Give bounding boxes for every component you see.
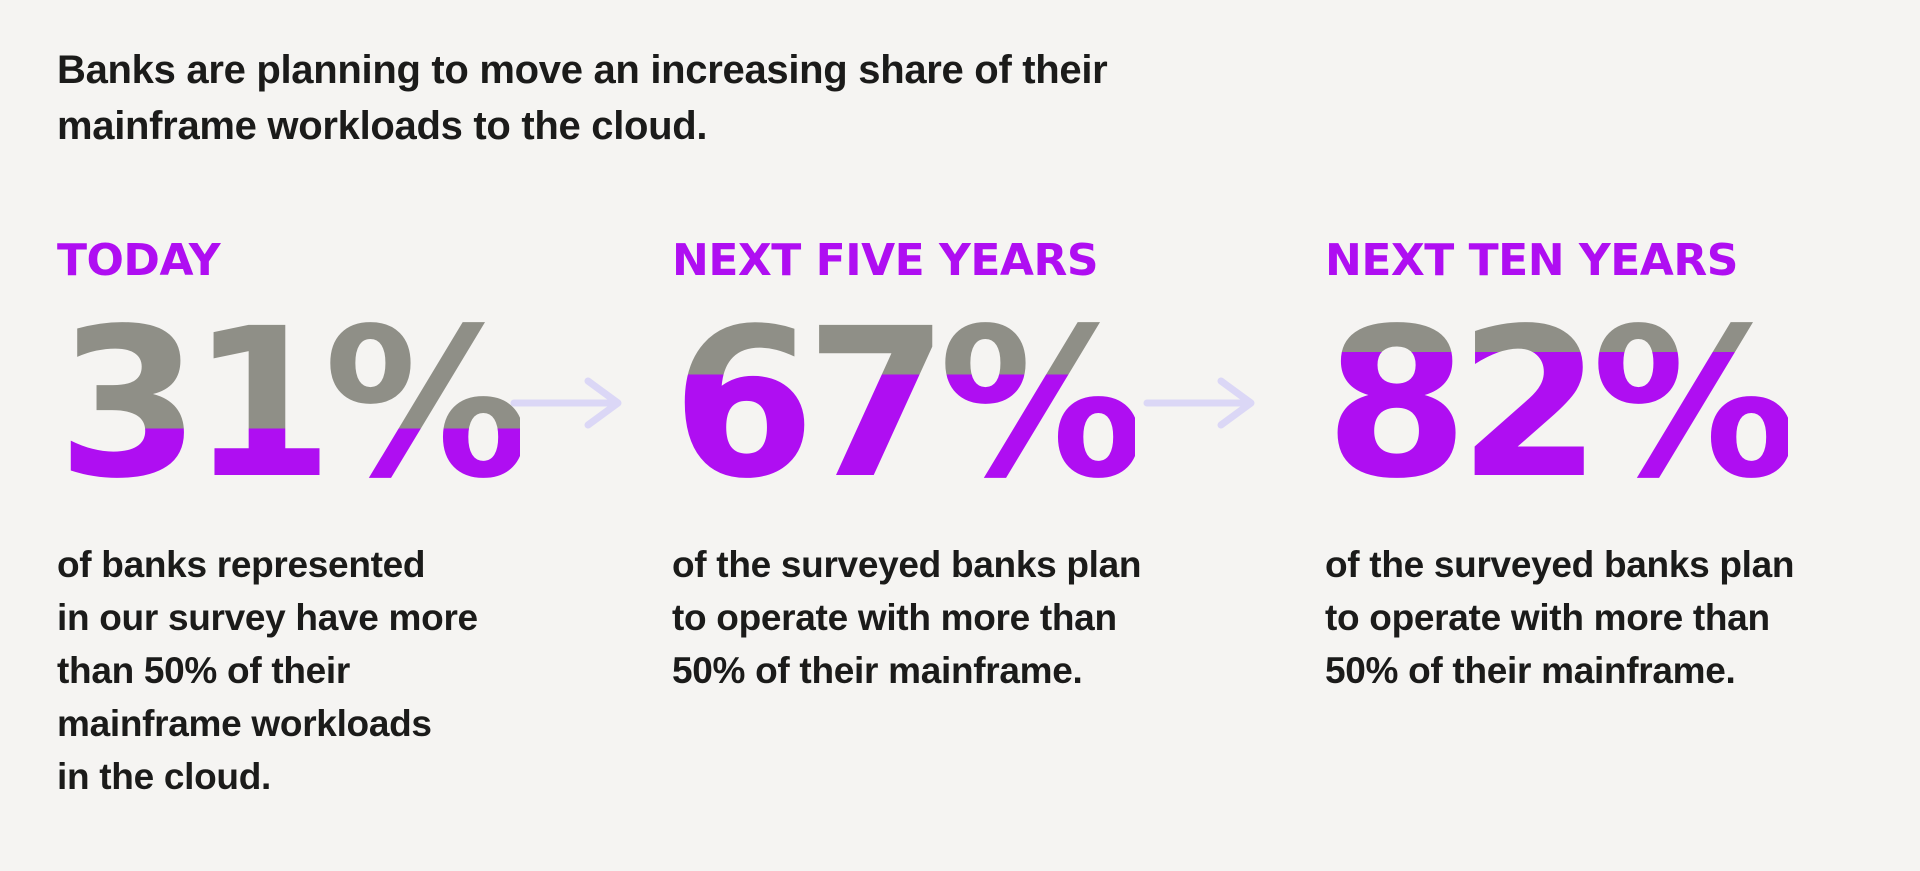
stat-next-ten-years-value: 82% xyxy=(1325,284,1798,524)
stat-next-ten-years-label: NEXT TEN YEARS xyxy=(1325,235,1738,286)
stat-next-ten-years: NEXT TEN YEARS 82% of the surveyed banks… xyxy=(1325,238,1905,697)
stat-today-label: TODAY xyxy=(57,235,221,286)
stat-today-value: 31% xyxy=(57,284,530,524)
arrow-right-icon xyxy=(1143,377,1255,429)
stat-next-ten-years-description: of the surveyed banks plan to operate wi… xyxy=(1325,544,1795,691)
stat-next-five-years-description: of the surveyed banks plan to operate wi… xyxy=(672,544,1142,691)
stat-next-five-years-value: 67% xyxy=(672,284,1145,524)
stat-next-five-years: NEXT FIVE YEARS 67% of the surveyed bank… xyxy=(672,238,1252,697)
stat-today: TODAY 31% of banks represented in our su… xyxy=(57,238,637,803)
arrow-right-icon xyxy=(510,377,622,429)
page-title: Banks are planning to move an increasing… xyxy=(57,48,1108,148)
stat-today-description: of banks represented in our survey have … xyxy=(57,544,478,797)
stat-next-five-years-label: NEXT FIVE YEARS xyxy=(672,235,1099,286)
